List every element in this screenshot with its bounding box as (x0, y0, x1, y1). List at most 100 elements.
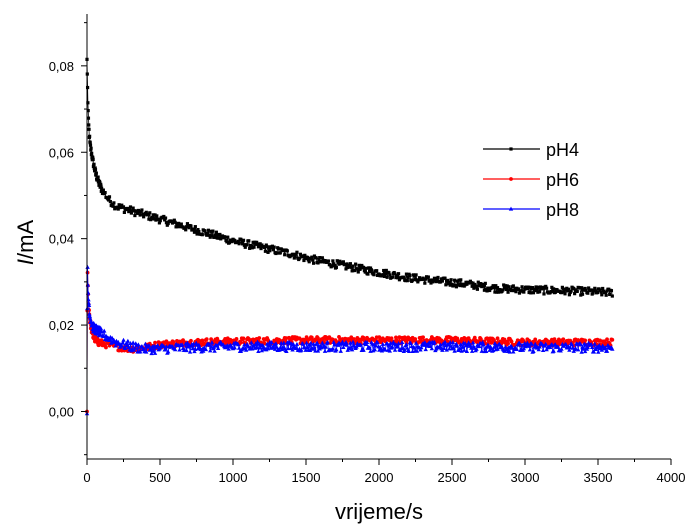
data-point-pH4 (406, 275, 410, 279)
data-point-pH4 (372, 273, 376, 277)
data-point-pH4 (485, 289, 489, 293)
data-point-pH4 (367, 266, 371, 270)
data-point-pH4 (115, 205, 119, 209)
data-point-pH8 (334, 347, 339, 352)
data-point-pH4 (91, 157, 95, 162)
data-point-pH4 (174, 225, 178, 229)
data-point-pH4 (88, 134, 92, 138)
y-tick-label: 0,00 (49, 404, 74, 419)
data-point-pH6 (238, 340, 243, 345)
data-point-pH4 (477, 284, 481, 288)
data-point-pH4 (187, 226, 191, 230)
data-point-pH8 (531, 349, 536, 354)
data-point-pH8 (149, 351, 154, 356)
data-point-pH4 (86, 109, 90, 113)
data-point-pH8 (432, 339, 437, 344)
data-point-pH8 (88, 316, 93, 321)
data-point-pH8 (390, 344, 395, 349)
data-point-pH4 (578, 286, 582, 290)
data-point-pH4 (275, 251, 279, 255)
data-point-pH4 (100, 191, 105, 196)
data-point-pH4 (320, 256, 324, 260)
data-point-pH4 (328, 263, 332, 267)
data-point-pH8 (281, 340, 287, 345)
data-point-pH4 (239, 237, 243, 241)
data-point-pH8 (446, 342, 451, 347)
data-point-pH8 (236, 345, 242, 350)
data-point-pH4 (444, 283, 448, 287)
data-point-pH4 (517, 291, 522, 295)
data-point-pH4 (131, 206, 135, 210)
data-point-pH8 (121, 337, 126, 342)
data-point-pH8 (349, 347, 355, 352)
data-point-pH8 (596, 349, 601, 354)
data-point-pH8 (335, 342, 341, 347)
data-point-pH4 (162, 214, 166, 219)
data-point-pH8 (422, 340, 428, 345)
data-point-pH6 (262, 341, 267, 346)
data-point-pH4 (544, 284, 548, 288)
data-point-pH4 (98, 181, 102, 185)
data-point-pH4 (572, 287, 576, 291)
data-point-pH8 (196, 342, 202, 347)
data-point-pH4 (355, 267, 359, 271)
data-point-pH4 (88, 143, 93, 147)
data-point-pH4 (93, 166, 97, 170)
data-point-pH8 (529, 341, 534, 346)
data-point-pH6 (402, 335, 407, 340)
data-point-pH4 (321, 258, 325, 262)
data-point-pH4 (292, 256, 296, 260)
data-point-pH4 (488, 288, 492, 293)
data-point-pH6 (527, 338, 531, 343)
data-point-pH4 (512, 289, 516, 293)
data-point-pH8 (563, 341, 569, 346)
data-point-pH8 (155, 343, 160, 348)
data-point-pH8 (310, 346, 315, 351)
data-point-pH4 (423, 281, 427, 285)
data-point-pH8 (476, 343, 482, 348)
data-point-pH4 (213, 235, 217, 239)
data-point-pH4 (295, 250, 299, 254)
data-point-pH8 (102, 328, 107, 333)
data-point-pH4 (357, 263, 361, 267)
data-point-pH4 (263, 249, 268, 253)
data-point-pH4 (242, 243, 246, 247)
data-point-pH4 (303, 253, 307, 257)
data-point-pH4 (218, 232, 222, 237)
data-point-pH4 (314, 256, 318, 260)
data-point-pH8 (478, 341, 484, 346)
data-point-pH8 (291, 342, 296, 347)
data-point-pH4 (538, 290, 542, 294)
data-point-pH4 (498, 288, 502, 292)
data-point-pH4 (278, 251, 282, 255)
data-point-pH8 (259, 348, 265, 353)
data-point-pH8 (348, 340, 353, 345)
data-point-pH4 (153, 213, 157, 217)
data-point-pH8 (320, 340, 325, 345)
data-point-pH8 (343, 339, 349, 344)
data-point-pH4 (103, 191, 107, 195)
data-point-pH8 (412, 345, 417, 350)
data-point-pH4 (215, 236, 219, 240)
data-point-pH4 (538, 285, 543, 289)
data-point-pH6 (610, 337, 615, 342)
data-point-pH4 (316, 261, 320, 265)
data-point-pH4 (363, 270, 367, 274)
data-point-pH6 (234, 337, 239, 341)
data-point-pH4 (469, 281, 473, 285)
data-point-pH4 (117, 203, 121, 207)
data-point-pH8 (172, 347, 178, 352)
data-point-pH4 (157, 221, 162, 225)
data-point-pH4 (432, 279, 436, 283)
data-point-pH4 (402, 275, 406, 279)
data-point-pH4 (311, 261, 316, 265)
data-point-pH4 (455, 279, 459, 283)
series-pH4 (85, 57, 614, 298)
data-point-pH4 (569, 289, 573, 293)
legend-label-pH6: pH6 (546, 170, 579, 190)
data-point-pH8 (578, 342, 583, 347)
data-point-pH4 (101, 188, 105, 192)
data-point-pH8 (161, 343, 166, 348)
data-point-pH6 (209, 337, 214, 342)
data-point-pH8 (386, 342, 392, 347)
